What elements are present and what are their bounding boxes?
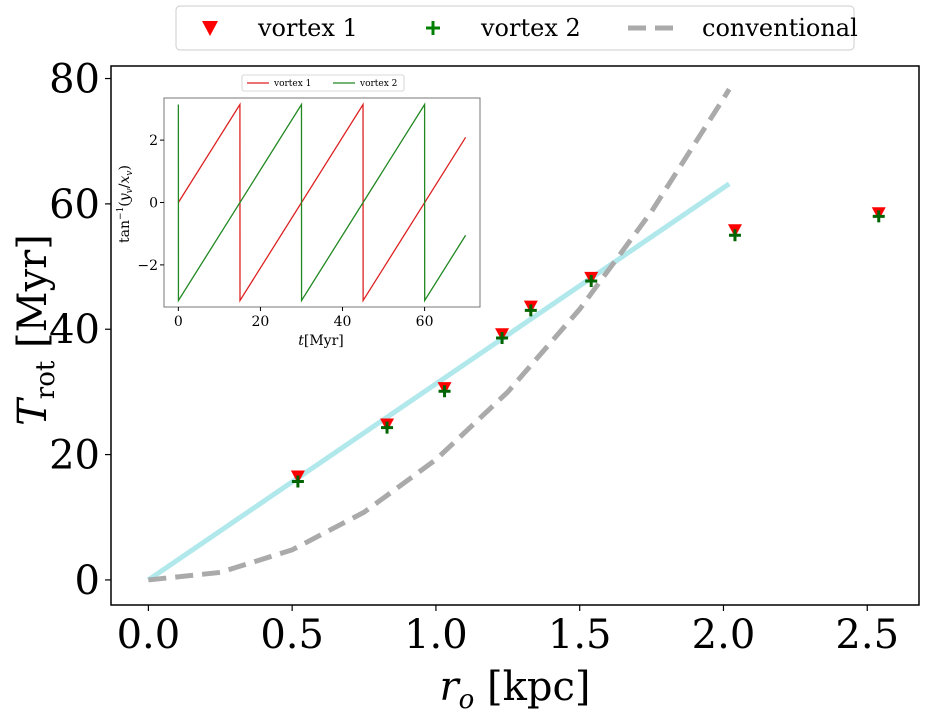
vortex-2-point <box>872 210 885 223</box>
inset-plot: 0 20 40 60 −2 0 2 vortex 1 vortex 2 <box>137 74 481 330</box>
fit-line <box>146 181 731 582</box>
vortex-2-point <box>524 304 537 317</box>
y-tick-label: 60 <box>49 182 100 228</box>
vortex-2-point <box>438 385 451 398</box>
legend-vortex-1-marker <box>202 21 218 36</box>
y-axis-label: Trot [Myr] <box>10 234 61 426</box>
conventional-curve <box>148 87 732 583</box>
vortex-2-point <box>381 421 394 434</box>
x-tick-label: 0.5 <box>260 612 324 658</box>
y-tick-label: 40 <box>49 307 100 353</box>
legend-conventional-label: conventional <box>702 14 858 42</box>
inset-y-tick-label: 2 <box>149 133 158 149</box>
legend: vortex 1 vortex 2 conventional <box>202 14 858 42</box>
main-plot-frame <box>110 65 920 606</box>
x-tick-label: 0.0 <box>117 612 181 658</box>
y-tick-label: 80 <box>49 57 100 103</box>
legend-frame <box>175 5 855 51</box>
inset-x-tick-label: 60 <box>416 314 434 330</box>
inset-legend-vortex-2-label: vortex 2 <box>359 79 397 89</box>
inset-legend-vortex-1-label: vortex 1 <box>273 79 311 89</box>
inset-frame <box>163 97 481 308</box>
vortex-2-point <box>496 332 509 345</box>
x-tick-label: 2.0 <box>692 612 756 658</box>
inset-x-tick-label: 0 <box>174 314 183 330</box>
vortex-2-point <box>585 274 598 287</box>
y-tick-label: 20 <box>49 433 100 479</box>
inset-x-axis-label: t[Myr] <box>298 333 344 349</box>
inset-x-tick-label: 20 <box>252 314 270 330</box>
legend-vortex-2-marker <box>426 21 440 35</box>
x-tick-label: 2.5 <box>835 612 899 658</box>
inset-y-tick-label: −2 <box>137 258 158 274</box>
x-tick-label: 1.0 <box>404 612 468 658</box>
inset-y-tick-label: 0 <box>149 196 158 212</box>
vortex-2-point <box>291 475 304 488</box>
legend-vortex-2-label: vortex 2 <box>480 14 581 42</box>
y-tick-label: 0 <box>75 558 100 604</box>
x-tick-label: 1.5 <box>548 612 612 658</box>
inset-vortex-2-line <box>177 102 467 303</box>
x-axis-label: ro [kpc] <box>440 664 591 715</box>
legend-vortex-1-label: vortex 1 <box>257 14 358 42</box>
inset-legend-frame <box>241 74 405 92</box>
inset-y-axis-label: tan−1(yv/xv) <box>116 165 135 243</box>
vortex-2-point <box>728 229 741 242</box>
inset-x-tick-label: 40 <box>334 314 352 330</box>
